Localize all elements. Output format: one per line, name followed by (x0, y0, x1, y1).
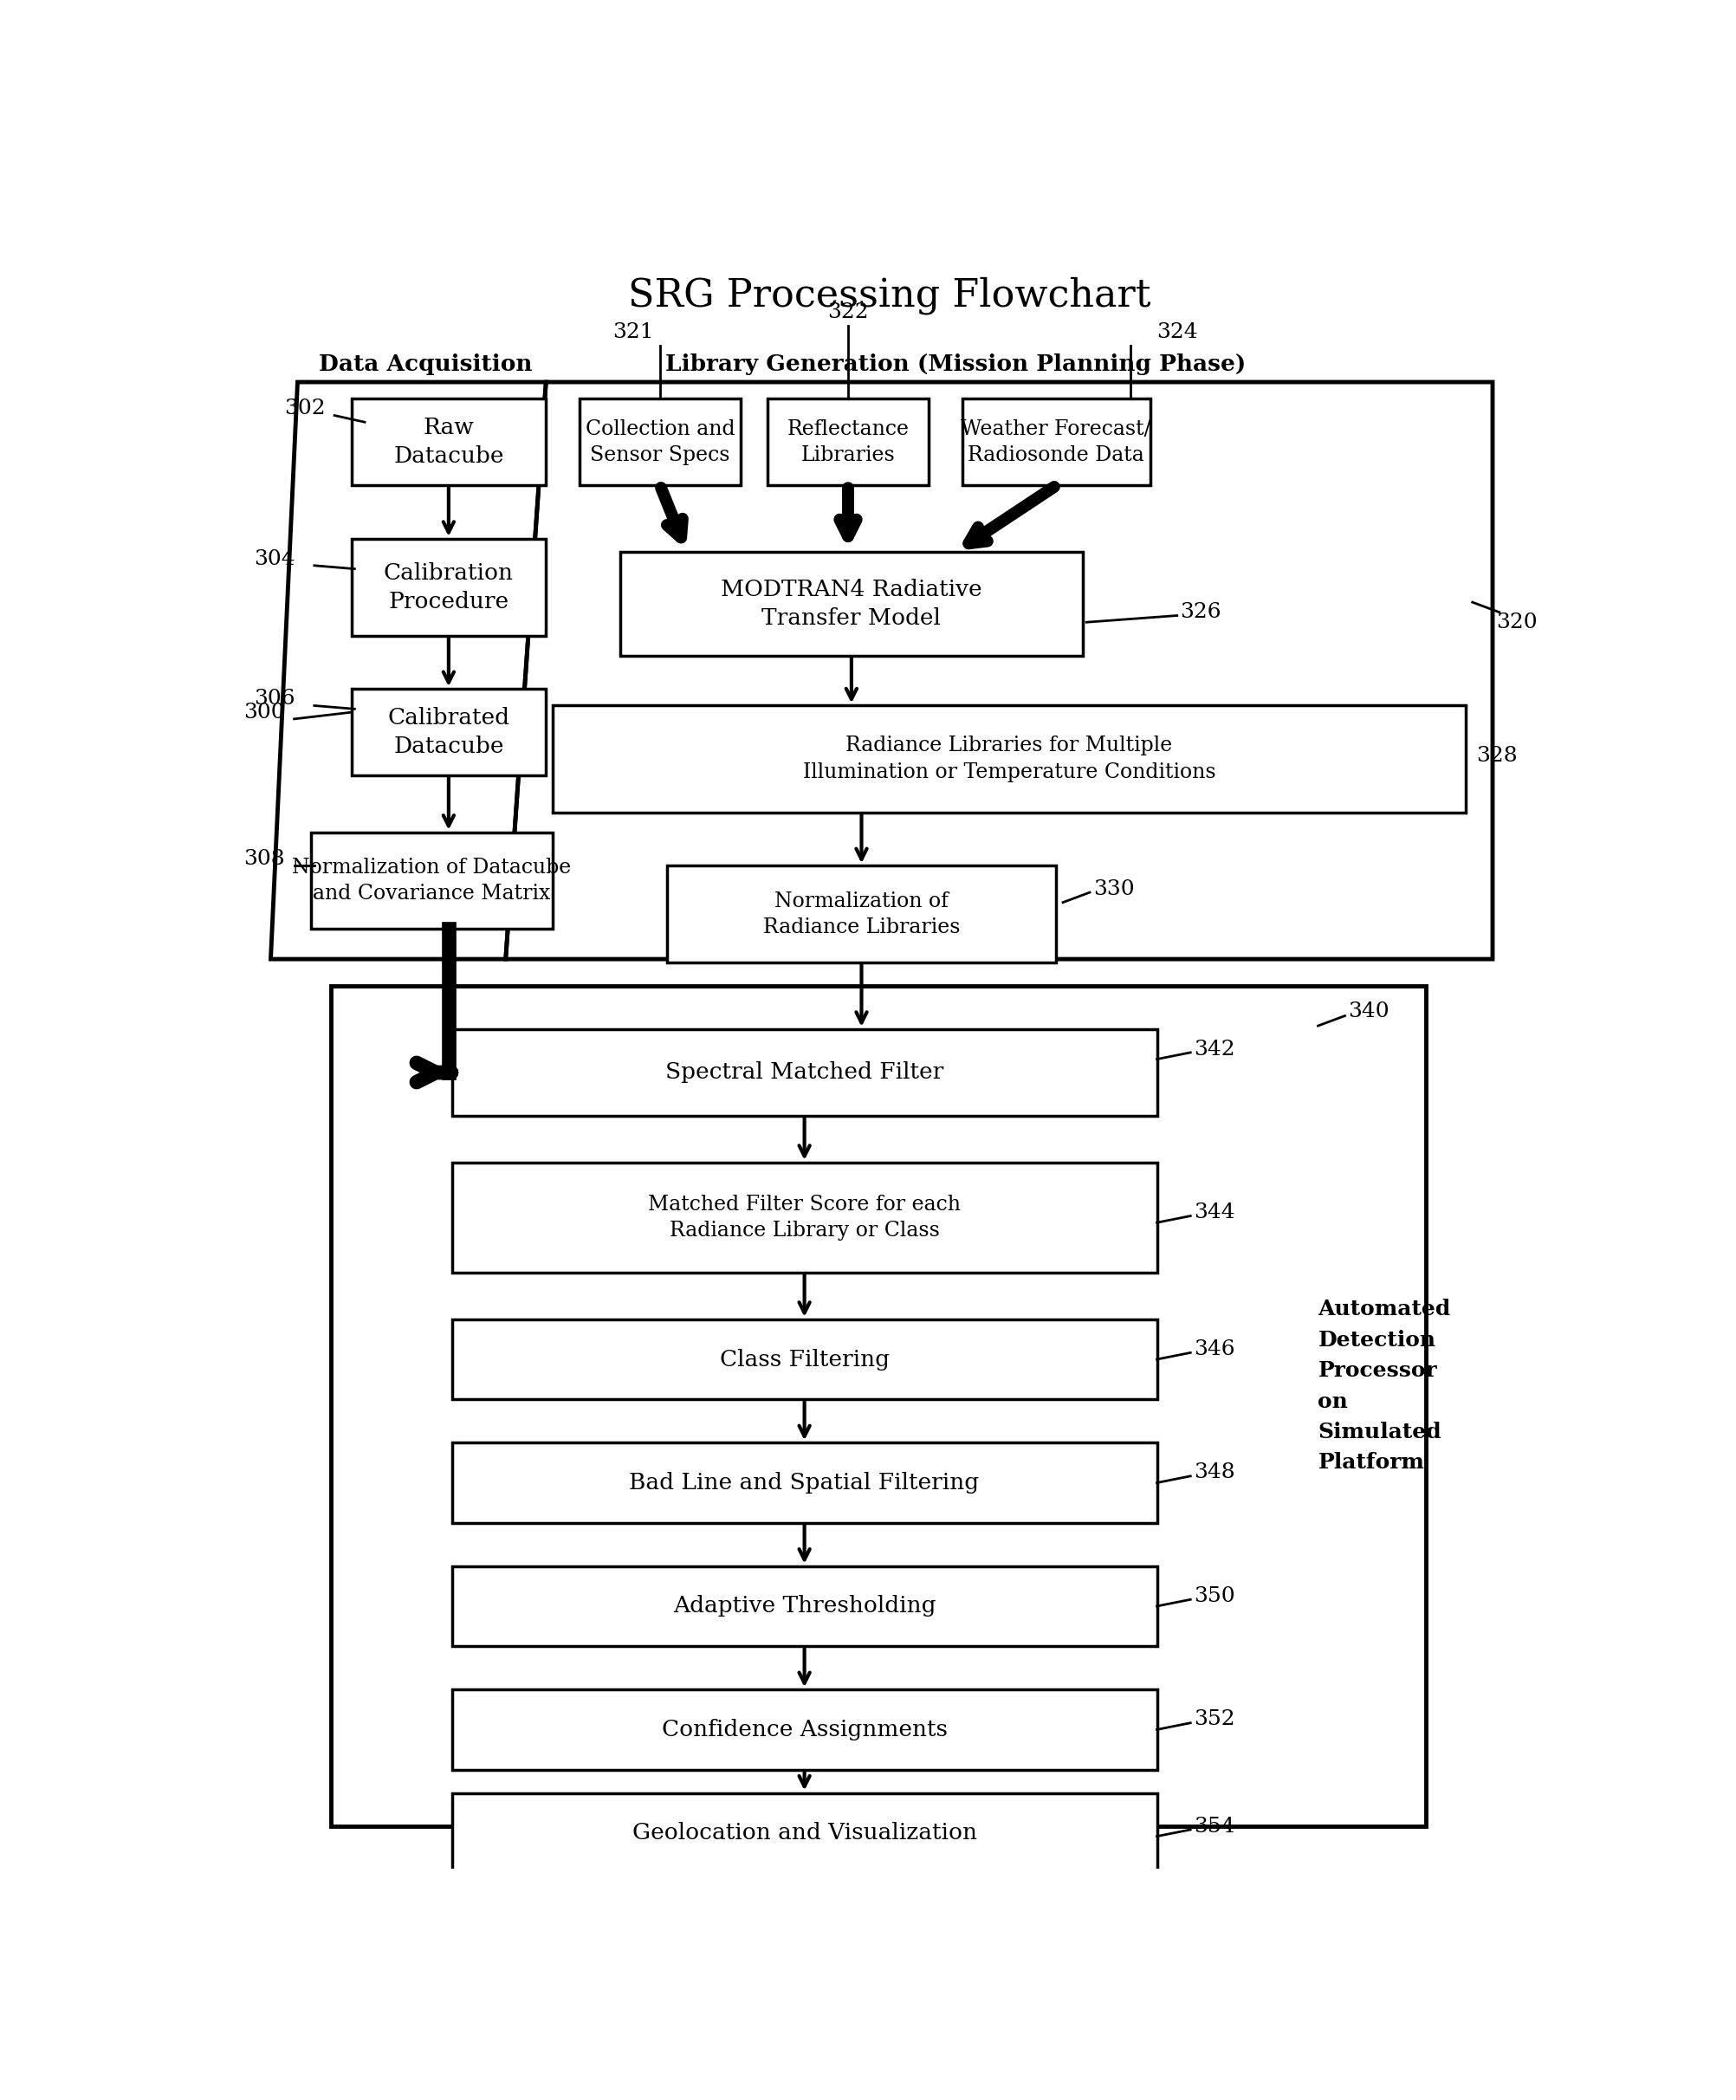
Text: 306: 306 (253, 689, 295, 710)
Text: Calibrated
Datacube: Calibrated Datacube (387, 708, 510, 758)
Text: 326: 326 (1180, 603, 1222, 622)
FancyBboxPatch shape (620, 552, 1083, 655)
Text: Library Generation (Mission Planning Phase): Library Generation (Mission Planning Pha… (665, 353, 1246, 376)
FancyBboxPatch shape (451, 1793, 1156, 1873)
Text: MODTRAN4 Radiative
Transfer Model: MODTRAN4 Radiative Transfer Model (720, 580, 983, 630)
Text: Reflectance
Libraries: Reflectance Libraries (786, 420, 910, 466)
Text: Confidence Assignments: Confidence Assignments (661, 1718, 948, 1741)
Text: Calibration
Procedure: Calibration Procedure (384, 563, 514, 613)
Text: 354: 354 (1194, 1816, 1234, 1835)
Text: Matched Filter Score for each
Radiance Library or Class: Matched Filter Score for each Radiance L… (648, 1195, 960, 1241)
FancyBboxPatch shape (667, 865, 1055, 962)
FancyBboxPatch shape (580, 399, 741, 485)
FancyBboxPatch shape (451, 1319, 1156, 1399)
Text: Class Filtering: Class Filtering (719, 1348, 889, 1369)
FancyBboxPatch shape (767, 399, 929, 485)
Text: 324: 324 (1156, 321, 1198, 342)
Text: Spectral Matched Filter: Spectral Matched Filter (665, 1063, 944, 1084)
Text: 350: 350 (1194, 1586, 1234, 1606)
FancyBboxPatch shape (451, 1029, 1156, 1115)
Text: Normalization of Datacube
and Covariance Matrix: Normalization of Datacube and Covariance… (292, 857, 571, 903)
Text: 348: 348 (1194, 1464, 1234, 1483)
Text: Geolocation and Visualization: Geolocation and Visualization (632, 1823, 977, 1844)
Text: 344: 344 (1194, 1203, 1234, 1222)
Text: Bad Line and Spatial Filtering: Bad Line and Spatial Filtering (630, 1472, 979, 1493)
Text: 322: 322 (828, 302, 868, 321)
FancyBboxPatch shape (311, 832, 552, 928)
Text: 328: 328 (1476, 746, 1517, 766)
Text: 340: 340 (1349, 1002, 1389, 1021)
FancyBboxPatch shape (351, 689, 545, 775)
Text: 352: 352 (1194, 1709, 1234, 1730)
FancyBboxPatch shape (451, 1691, 1156, 1770)
Text: Collection and
Sensor Specs: Collection and Sensor Specs (585, 420, 734, 466)
Text: Data Acquisition: Data Acquisition (318, 353, 531, 376)
Text: 304: 304 (253, 548, 295, 569)
Text: 321: 321 (613, 321, 654, 342)
Text: Raw
Datacube: Raw Datacube (394, 418, 503, 466)
FancyBboxPatch shape (451, 1443, 1156, 1522)
FancyBboxPatch shape (451, 1567, 1156, 1646)
Text: 300: 300 (243, 701, 285, 722)
FancyBboxPatch shape (351, 540, 545, 636)
Text: 302: 302 (285, 399, 325, 418)
FancyBboxPatch shape (451, 1163, 1156, 1273)
Text: Automated
Detection
Processor
on
Simulated
Platform: Automated Detection Processor on Simulat… (1318, 1300, 1451, 1472)
FancyBboxPatch shape (351, 399, 545, 485)
Text: 308: 308 (243, 848, 285, 869)
Text: Radiance Libraries for Multiple
Illumination or Temperature Conditions: Radiance Libraries for Multiple Illumina… (802, 735, 1215, 781)
Text: 346: 346 (1194, 1340, 1234, 1359)
FancyBboxPatch shape (332, 985, 1425, 1827)
Text: Weather Forecast/
Radiosonde Data: Weather Forecast/ Radiosonde Data (962, 420, 1151, 466)
Text: SRG Processing Flowchart: SRG Processing Flowchart (628, 277, 1151, 315)
FancyBboxPatch shape (962, 399, 1151, 485)
Text: Normalization of
Radiance Libraries: Normalization of Radiance Libraries (762, 890, 960, 937)
Text: 330: 330 (1094, 880, 1134, 899)
Text: 320: 320 (1496, 613, 1536, 632)
Text: Adaptive Thresholding: Adaptive Thresholding (674, 1596, 936, 1617)
Text: 342: 342 (1194, 1040, 1234, 1058)
FancyBboxPatch shape (552, 706, 1465, 813)
